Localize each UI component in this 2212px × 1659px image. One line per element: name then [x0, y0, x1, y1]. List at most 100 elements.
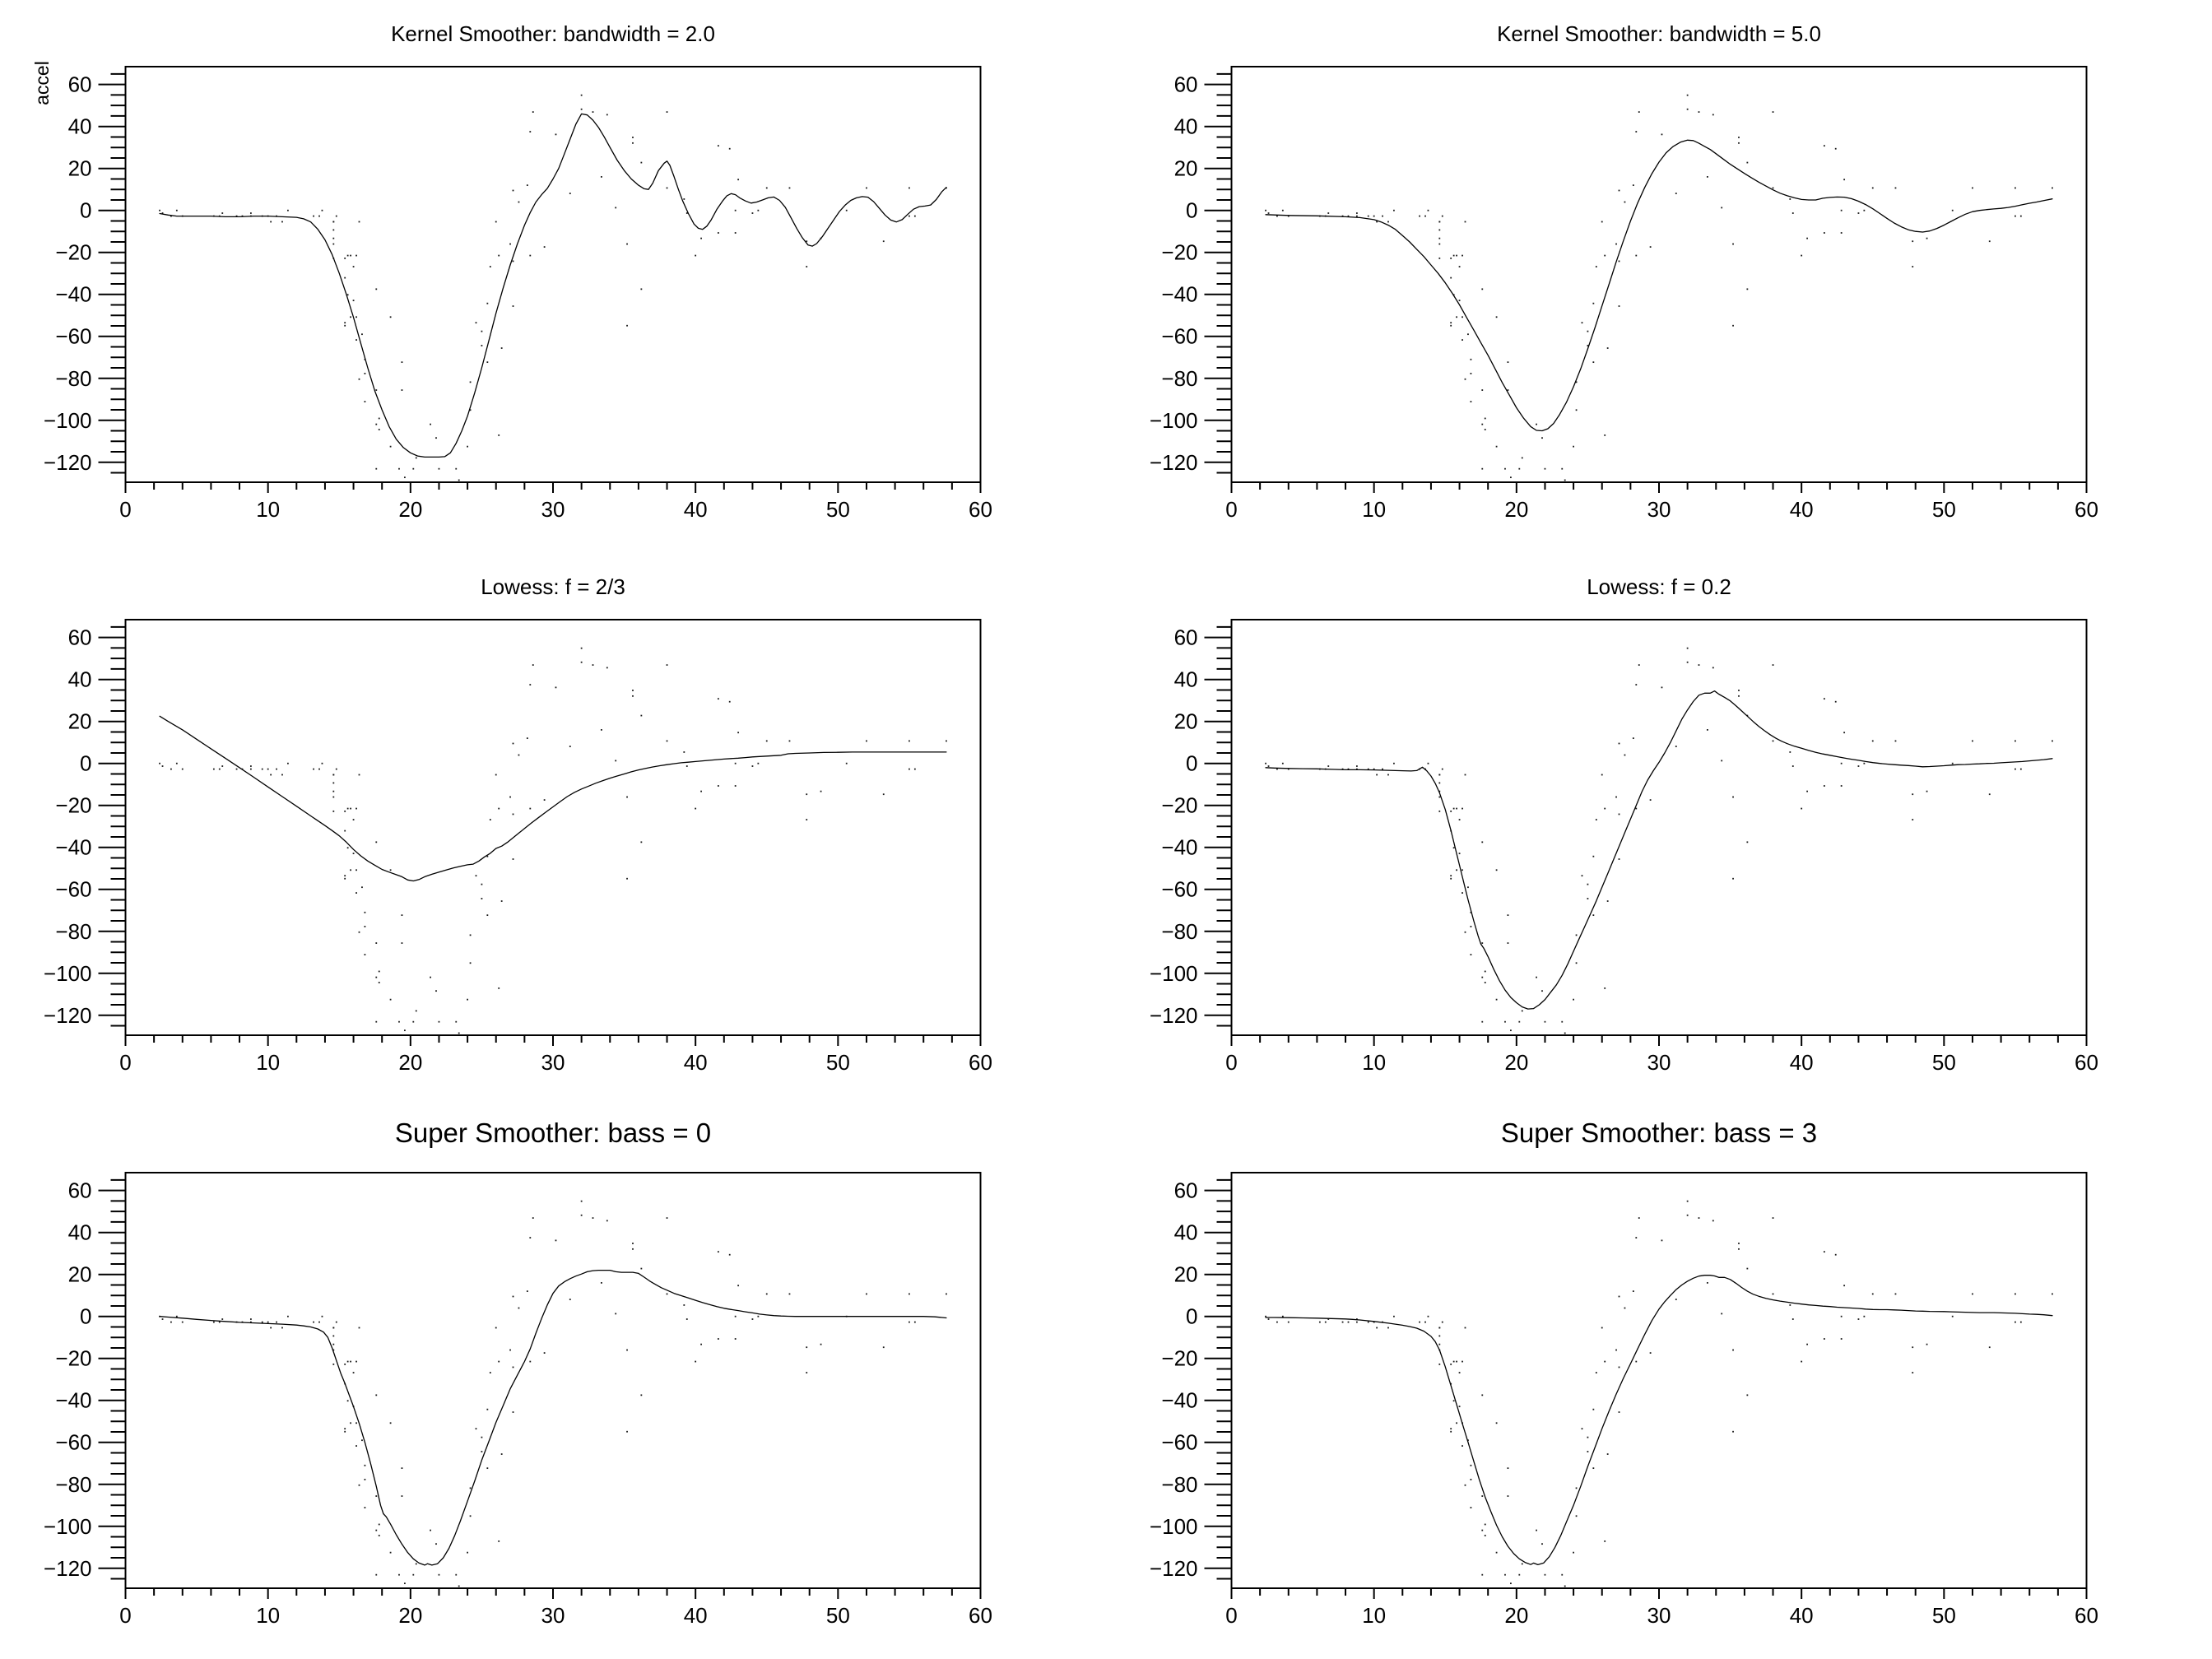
- data-point: [1618, 260, 1620, 263]
- data-point: [1857, 1318, 1860, 1320]
- data-point: [1581, 322, 1583, 324]
- y-tick-label: −20: [55, 793, 91, 818]
- data-point: [788, 740, 791, 742]
- data-point: [1587, 330, 1589, 332]
- data-point: [1721, 760, 1723, 762]
- data-point: [249, 1318, 252, 1320]
- data-point: [1789, 198, 1791, 200]
- data-point: [356, 254, 357, 257]
- data-point: [335, 1321, 337, 1323]
- data-point: [1686, 661, 1689, 663]
- data-point: [412, 1020, 415, 1023]
- data-point: [695, 807, 697, 810]
- data-point: [632, 690, 634, 691]
- data-point: [1972, 1293, 1973, 1295]
- data-point: [555, 686, 557, 689]
- smooth-curve: [1265, 690, 2053, 1010]
- data-point: [1823, 1251, 1825, 1253]
- y-tick-label: 40: [1174, 667, 1198, 692]
- data-point: [1712, 1220, 1714, 1222]
- data-point: [1458, 1406, 1461, 1408]
- y-tick-label: 40: [68, 114, 92, 139]
- data-point: [1843, 179, 1846, 181]
- data-point: [495, 1327, 497, 1329]
- data-point: [1587, 898, 1589, 899]
- y-tick-label: 20: [68, 156, 92, 181]
- x-tick-label: 0: [1225, 1050, 1237, 1075]
- data-point: [1450, 322, 1452, 324]
- data-point: [717, 232, 719, 234]
- data-point: [344, 1430, 346, 1433]
- x-tick-label: 60: [2075, 1050, 2098, 1075]
- data-point: [615, 760, 617, 762]
- data-point: [526, 1290, 528, 1293]
- data-point: [435, 437, 437, 439]
- data-point: [375, 288, 378, 290]
- data-point: [1561, 467, 1564, 470]
- data-point: [1544, 467, 1546, 470]
- data-point: [161, 1318, 164, 1320]
- data-point: [1575, 962, 1578, 964]
- data-point: [358, 378, 360, 380]
- data-point: [1484, 982, 1486, 983]
- data-point: [512, 813, 514, 816]
- data-point: [640, 288, 643, 290]
- data-point: [1347, 1321, 1350, 1323]
- data-point: [1484, 417, 1486, 420]
- data-point: [249, 765, 252, 767]
- data-point: [1518, 1573, 1521, 1576]
- x-axis: 0 10 20 30 40 50 60: [1225, 1588, 2098, 1628]
- data-point: [580, 647, 583, 649]
- x-tick-label: 20: [1504, 1603, 1528, 1628]
- data-point: [1373, 768, 1375, 770]
- data-point: [615, 1313, 617, 1315]
- y-tick-label: 0: [80, 198, 91, 223]
- data-point: [1484, 970, 1486, 973]
- data-point: [1587, 1451, 1589, 1452]
- data-point: [1456, 807, 1458, 810]
- data-point: [1649, 1352, 1652, 1354]
- data-point: [1450, 1430, 1452, 1433]
- panel-title: Lowess: f = 2/3: [481, 574, 625, 599]
- y-tick-label: 20: [1174, 1262, 1198, 1287]
- data-point: [401, 389, 403, 391]
- data-point: [700, 237, 702, 239]
- data-point: [1438, 782, 1441, 784]
- data-point: [313, 215, 314, 217]
- data-point: [946, 740, 947, 742]
- data-point: [344, 830, 346, 832]
- data-point: [882, 1346, 885, 1349]
- data-point: [1281, 762, 1284, 764]
- data-point: [1462, 892, 1463, 894]
- data-point: [1712, 667, 1714, 669]
- data-point: [728, 147, 731, 150]
- x-tick-label: 60: [2075, 497, 2098, 522]
- data-point: [1592, 302, 1595, 304]
- data-point: [1863, 209, 1866, 211]
- data-point: [1618, 1411, 1620, 1413]
- data-point: [1347, 768, 1350, 770]
- y-tick-label: −120: [1150, 1003, 1198, 1028]
- data-point: [866, 1293, 867, 1295]
- y-tick-label: −80: [1161, 366, 1197, 391]
- y-axis: −120 −100 −80 −60 −40 −20 0 20 40 60: [1150, 625, 1232, 1028]
- data-point: [356, 892, 357, 894]
- data-point: [1450, 276, 1452, 279]
- data-point: [580, 1214, 583, 1216]
- data-point: [717, 785, 719, 787]
- y-tick-label: 60: [68, 625, 92, 650]
- data-point: [361, 886, 363, 889]
- data-point: [1604, 254, 1606, 257]
- data-point: [1575, 409, 1578, 411]
- data-point: [1595, 1372, 1597, 1373]
- data-point: [335, 215, 337, 217]
- data-point: [1341, 215, 1344, 217]
- data-point: [356, 1360, 357, 1363]
- data-point: [2014, 1293, 2016, 1295]
- data-point: [1276, 215, 1278, 217]
- data-point: [430, 976, 431, 978]
- y-tick-label: −40: [1161, 282, 1197, 307]
- data-point: [529, 1237, 532, 1238]
- data-point: [1470, 954, 1472, 955]
- data-point: [1355, 765, 1358, 767]
